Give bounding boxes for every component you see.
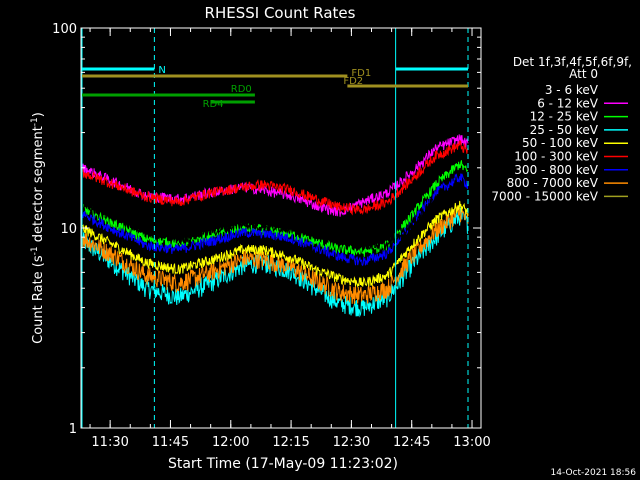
legend-title-detectors: Det 1f,3f,4f,5f,6f,9f, <box>513 55 632 69</box>
flag-label-fd1: FD1 <box>351 68 371 79</box>
chart-title: RHESSI Count Rates <box>205 4 356 22</box>
series-layer <box>81 134 469 318</box>
y-tick-label-0: 1 <box>69 422 77 437</box>
x-tick-label-5: 12:45 <box>393 435 430 450</box>
y-axis-label-sup1: -1 <box>30 246 40 255</box>
legend-entry-label-3: 25 - 50 keV <box>530 123 599 137</box>
x-axis-label: Start Time (17-May-09 11:23:02) <box>168 456 398 472</box>
legend-entry-label-6: 300 - 800 keV <box>514 163 598 177</box>
flag-label-n: N <box>158 65 165 76</box>
generation-timestamp: 14-Oct-2021 18:56 <box>551 468 637 478</box>
y-axis-label-sup2: -1 <box>30 117 40 126</box>
series-line-6-12-kev <box>81 134 469 217</box>
legend-entry-label-4: 50 - 100 keV <box>522 136 599 150</box>
axis-ticks: 11:30 11:45 12:00 12:15 12:30 12:45 13:00 1 10 10… <box>52 22 491 450</box>
legend-entry-label-7: 800 - 7000 keV <box>507 176 599 190</box>
y-tick-label-1: 10 <box>60 222 77 237</box>
y-tick-label-2: 100 <box>52 22 77 37</box>
legend-entry-label-2: 12 - 25 keV <box>530 110 599 124</box>
legend-entry-label-1: 6 - 12 keV <box>537 96 599 110</box>
y-axis-label-main: Count Rate (s <box>31 255 46 344</box>
legend-entry-label-5: 100 - 300 keV <box>514 150 598 164</box>
x-tick-label-0: 11:30 <box>91 435 128 450</box>
x-tick-label-6: 13:00 <box>453 435 490 450</box>
series-line-800-7000-kev <box>82 205 469 305</box>
y-axis-label-end: ) <box>31 112 46 117</box>
y-axis-label: Count Rate (s-1 detector segment-1) <box>30 112 46 344</box>
flag-label-fd2: FD2 <box>343 76 363 87</box>
flag-label-rd4: RD4 <box>203 99 224 110</box>
x-tick-label-3: 12:15 <box>272 435 309 450</box>
series-line-3-6-kev <box>81 186 469 251</box>
legend-title-attenuator: Att 0 <box>569 67 598 81</box>
flag-label-rd0: RD0 <box>231 84 252 95</box>
legend-entry-label-0: 3 - 6 keV <box>545 83 599 97</box>
legend: Det 1f,3f,4f,5f,6f,9f, Att 0 3 - 6 keV6 … <box>491 55 632 203</box>
x-tick-label-4: 12:30 <box>333 435 370 450</box>
x-tick-label-1: 11:45 <box>152 435 189 450</box>
x-tick-label-2: 12:00 <box>212 435 249 450</box>
y-axis-label-mid: detector segment <box>31 126 46 246</box>
series-line-50-100-kev <box>81 200 469 289</box>
legend-entry-label-8: 7000 - 15000 keV <box>491 189 598 203</box>
series-line-100-300-kev <box>81 139 469 216</box>
